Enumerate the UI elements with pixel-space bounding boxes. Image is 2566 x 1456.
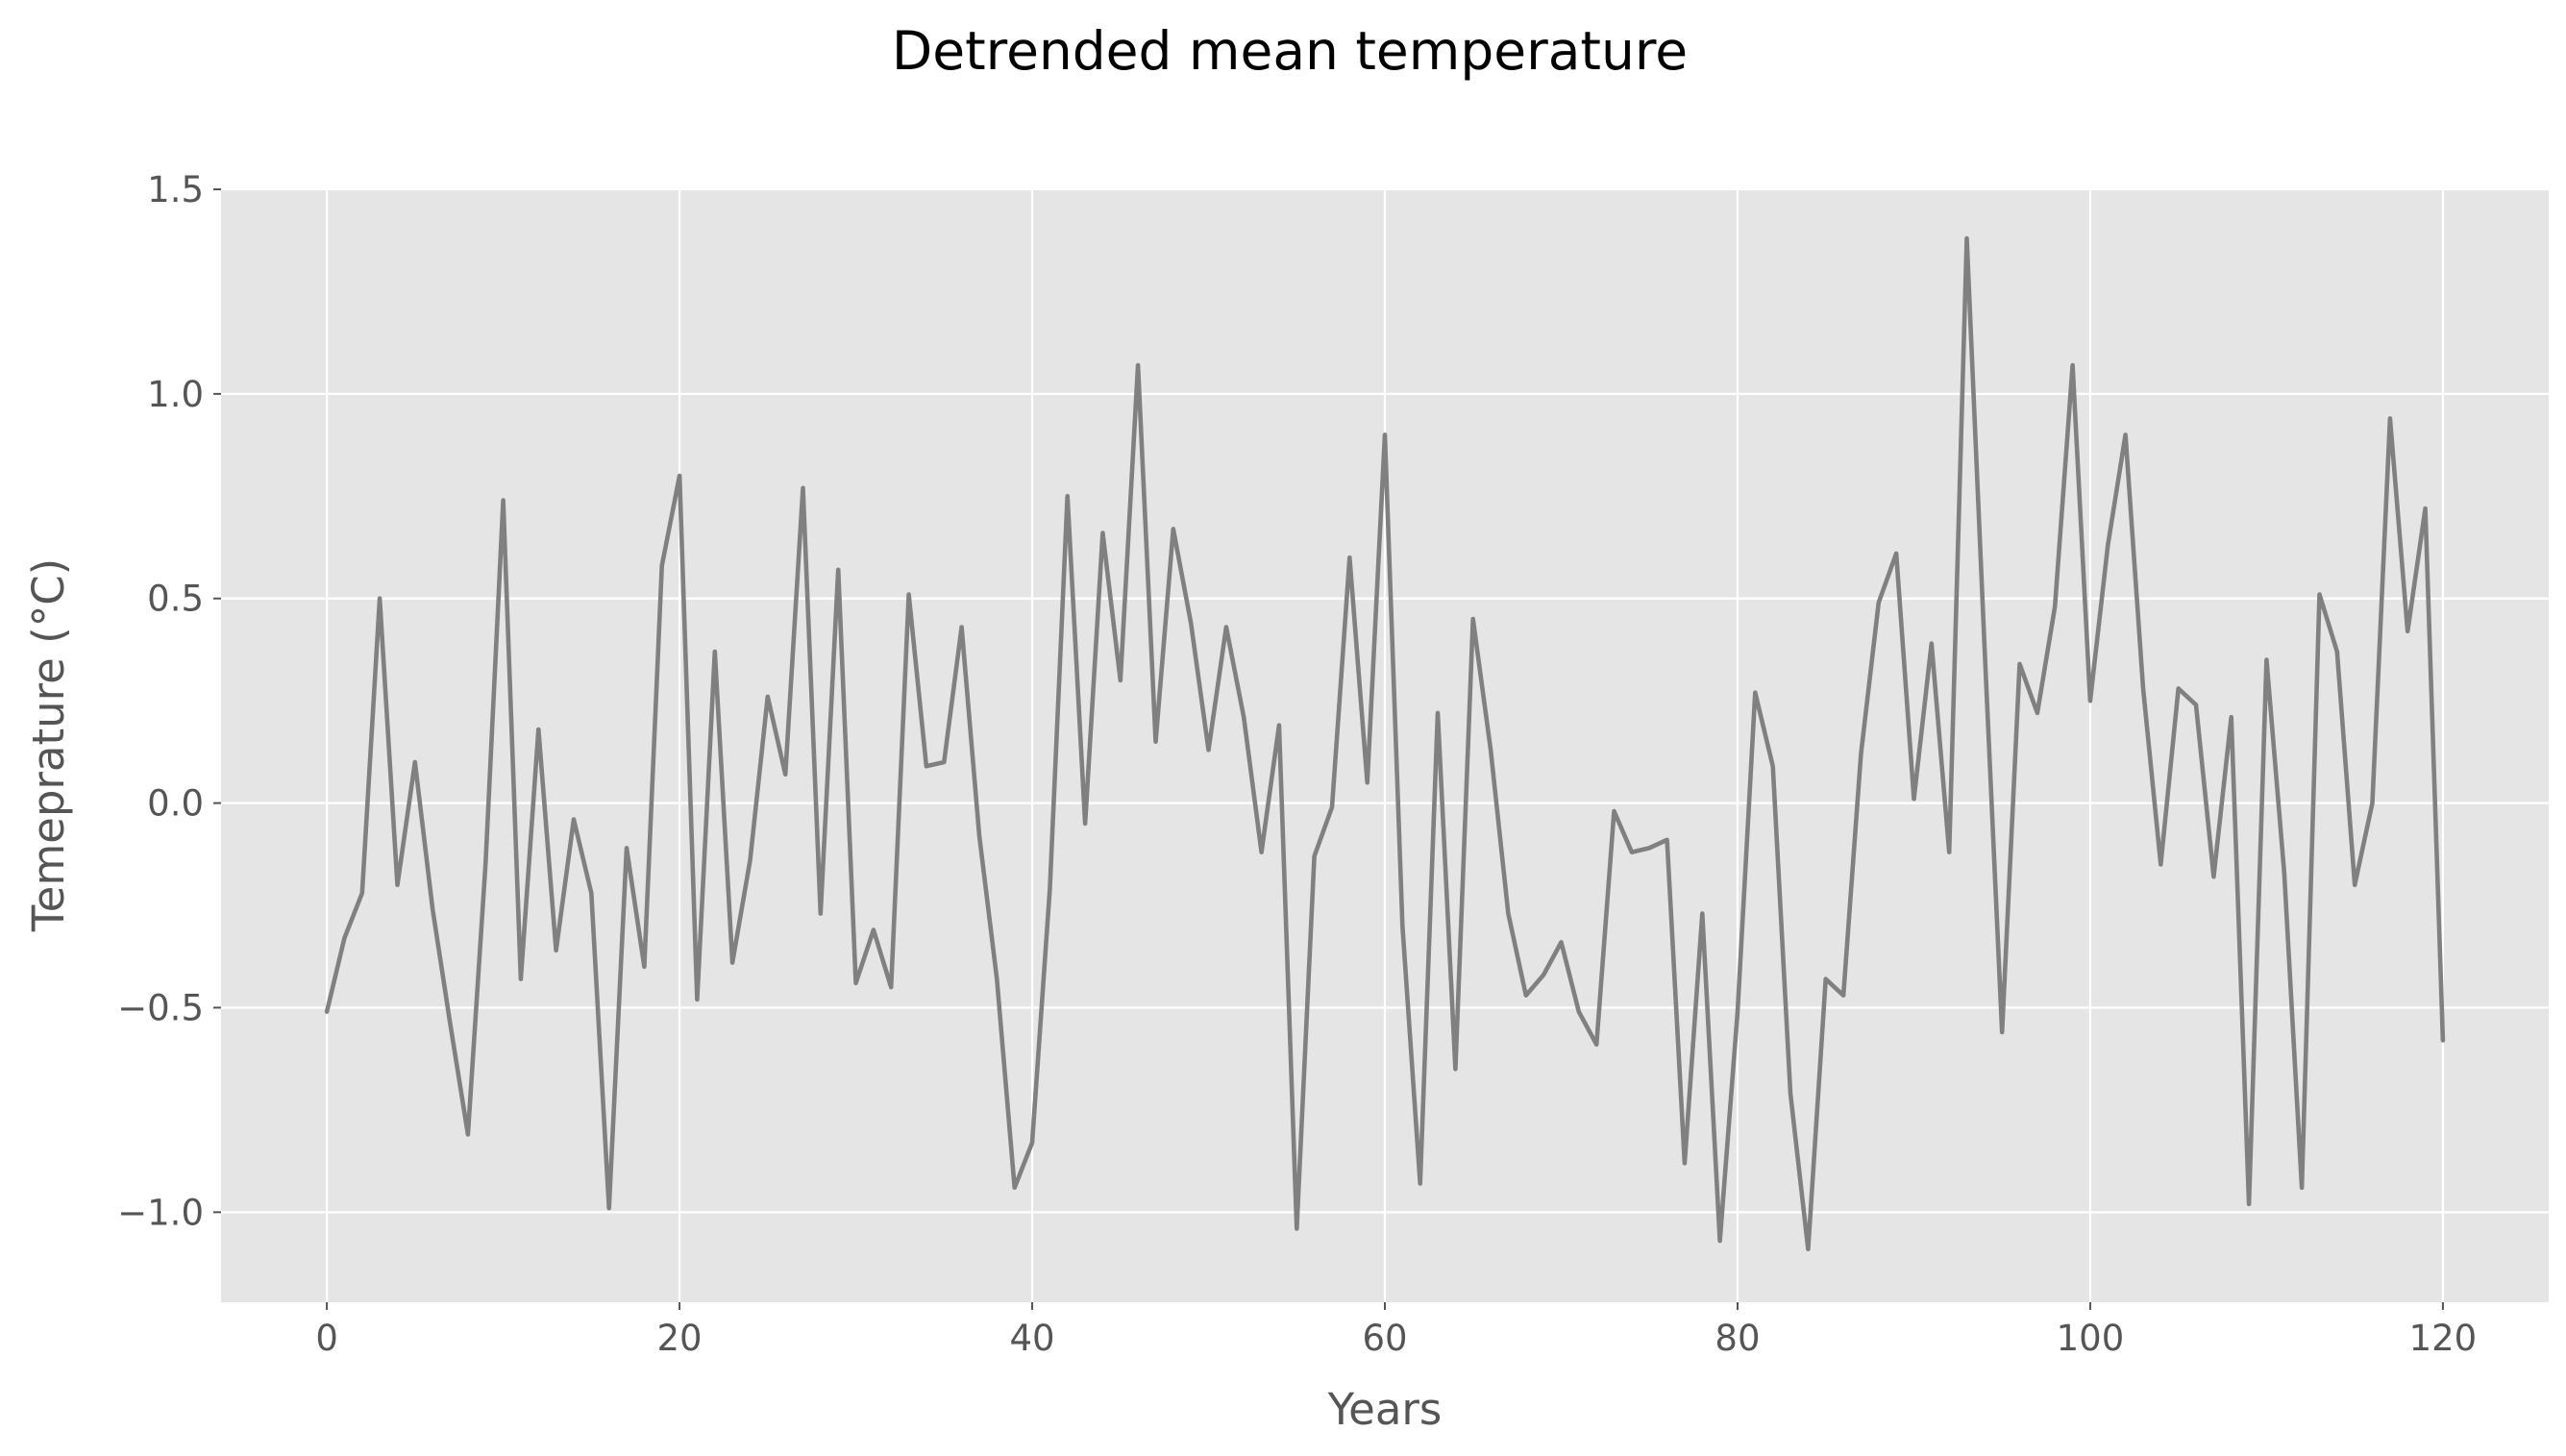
x-tick-label: 60: [1362, 1318, 1407, 1359]
y-axis-label: Temeprature (°C): [23, 558, 74, 932]
y-tick-label: −0.5: [117, 987, 204, 1028]
x-tick-label: 0: [315, 1318, 338, 1359]
x-tick-label: 40: [1009, 1318, 1054, 1359]
y-tick-label: 0.0: [147, 783, 204, 825]
x-tick-label: 100: [2057, 1318, 2125, 1359]
x-axis-label: Years: [1327, 1384, 1443, 1435]
series-layer: [324, 235, 2446, 1251]
y-tick-label: 0.5: [147, 579, 204, 620]
chart-title: Detrended mean temperature: [892, 20, 1688, 82]
series-line: [324, 235, 2446, 1251]
x-tick-label: 120: [2409, 1318, 2478, 1359]
y-tick-label: 1.0: [147, 374, 204, 415]
gridlines: [221, 187, 2549, 1302]
y-tick-label: 1.5: [147, 169, 204, 210]
x-tick-label: 20: [657, 1318, 703, 1359]
x-tick-label: 80: [1715, 1318, 1760, 1359]
axis-ticks: 0 20 40 60 80 100 120 1.5 1.0 0.5 0.0 −0.5 −1.0: [117, 169, 2477, 1359]
y-tick-label: −1.0: [117, 1192, 204, 1233]
